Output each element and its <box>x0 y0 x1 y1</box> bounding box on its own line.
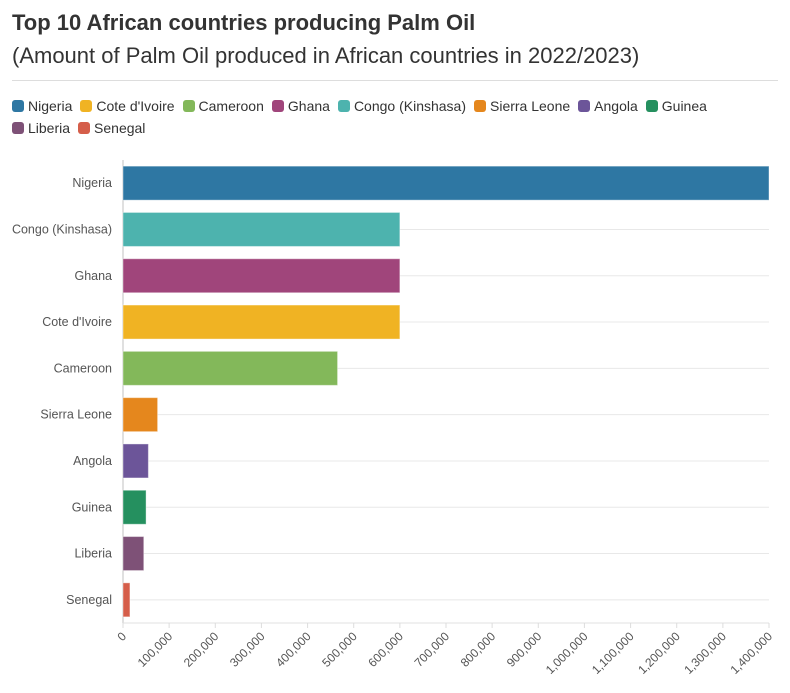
legend-label: Congo (Kinshasa) <box>353 98 466 114</box>
x-tick-label: 1,200,000 <box>635 629 683 677</box>
x-tick-label: 600,000 <box>365 629 406 670</box>
legend-item[interactable]: Cameroon <box>182 97 264 115</box>
chart-subtitle: (Amount of Palm Oil produced in African … <box>12 43 640 68</box>
x-tick-label: 200,000 <box>181 629 222 670</box>
divider <box>12 80 778 81</box>
legend-item[interactable]: Guinea <box>645 97 707 115</box>
legend-swatch <box>337 100 350 112</box>
legend-label: Angola <box>594 98 638 114</box>
x-tick-label: 1,000,000 <box>543 629 591 677</box>
legend-swatch <box>578 100 591 112</box>
legend-label: Guinea <box>661 98 707 114</box>
bar-congo-kinshasa- <box>122 211 401 247</box>
bar-angola <box>122 443 149 479</box>
y-tick-label: Cameroon <box>54 361 112 375</box>
legend-label: Nigeria <box>28 98 73 114</box>
legend-item[interactable]: Senegal <box>78 119 145 137</box>
legend-swatch <box>12 122 24 134</box>
legend-item[interactable]: Angola <box>578 97 638 115</box>
legend-item[interactable]: Cote d'Ivoire <box>80 97 175 115</box>
y-tick-label: Sierra Leone <box>40 408 112 422</box>
bar-cote-d-ivoire <box>122 304 401 340</box>
x-tick-label: 100,000 <box>135 629 176 670</box>
bar-ghana <box>122 258 401 294</box>
legend-label: Sierra Leone <box>490 98 571 114</box>
x-tick-label: 400,000 <box>273 629 314 670</box>
y-tick-label: Congo (Kinshasa) <box>12 222 112 236</box>
y-tick-label: Angola <box>73 454 112 468</box>
x-tick-label: 700,000 <box>412 629 453 670</box>
x-tick-label: 1,100,000 <box>589 629 637 677</box>
legend-swatch <box>12 100 24 112</box>
legend-label: Cote d'Ivoire <box>96 98 175 114</box>
bar-senegal <box>122 582 131 618</box>
bar-nigeria <box>122 165 770 201</box>
legend: Nigeria Cote d'Ivoire Cameroon Ghana Congo (… <box>12 97 772 137</box>
legend-item[interactable]: Sierra Leone <box>474 97 570 115</box>
y-tick-label: Nigeria <box>72 176 112 190</box>
bar-liberia <box>122 536 145 572</box>
legend-swatch <box>80 100 93 112</box>
legend-label: Cameroon <box>198 98 264 114</box>
chart-title: Top 10 African countries producing Palm … <box>12 10 476 35</box>
bar-sierra-leone <box>122 397 159 433</box>
legend-swatch <box>78 122 91 134</box>
bar-cameroon <box>122 350 339 386</box>
legend-swatch <box>474 100 486 112</box>
y-tick-label: Cote d'Ivoire <box>42 315 112 329</box>
bar-guinea <box>122 489 147 525</box>
legend-label: Liberia <box>28 120 71 136</box>
x-tick-label: 900,000 <box>504 629 545 670</box>
x-tick-label: 1,300,000 <box>681 629 729 677</box>
x-tick-label: 300,000 <box>227 629 268 670</box>
legend-swatch <box>271 100 284 112</box>
x-tick-label: 500,000 <box>319 629 360 670</box>
legend-label: Ghana <box>287 98 330 114</box>
y-tick-label: Liberia <box>74 547 112 561</box>
y-tick-label: Senegal <box>66 593 112 607</box>
legend-item[interactable]: Congo (Kinshasa) <box>337 97 466 115</box>
y-tick-label: Guinea <box>72 500 112 514</box>
legend-item[interactable]: Ghana <box>271 97 330 115</box>
x-tick-label: 1,400,000 <box>727 629 775 677</box>
x-tick-label: 800,000 <box>458 629 499 670</box>
legend-label: Senegal <box>94 120 146 136</box>
x-tick-label: 0 <box>114 629 129 644</box>
legend-item[interactable]: Liberia <box>12 119 70 137</box>
legend-swatch <box>182 100 195 112</box>
y-tick-label: Ghana <box>74 269 112 283</box>
legend-swatch <box>645 100 658 112</box>
legend-item[interactable]: Nigeria <box>12 97 72 115</box>
